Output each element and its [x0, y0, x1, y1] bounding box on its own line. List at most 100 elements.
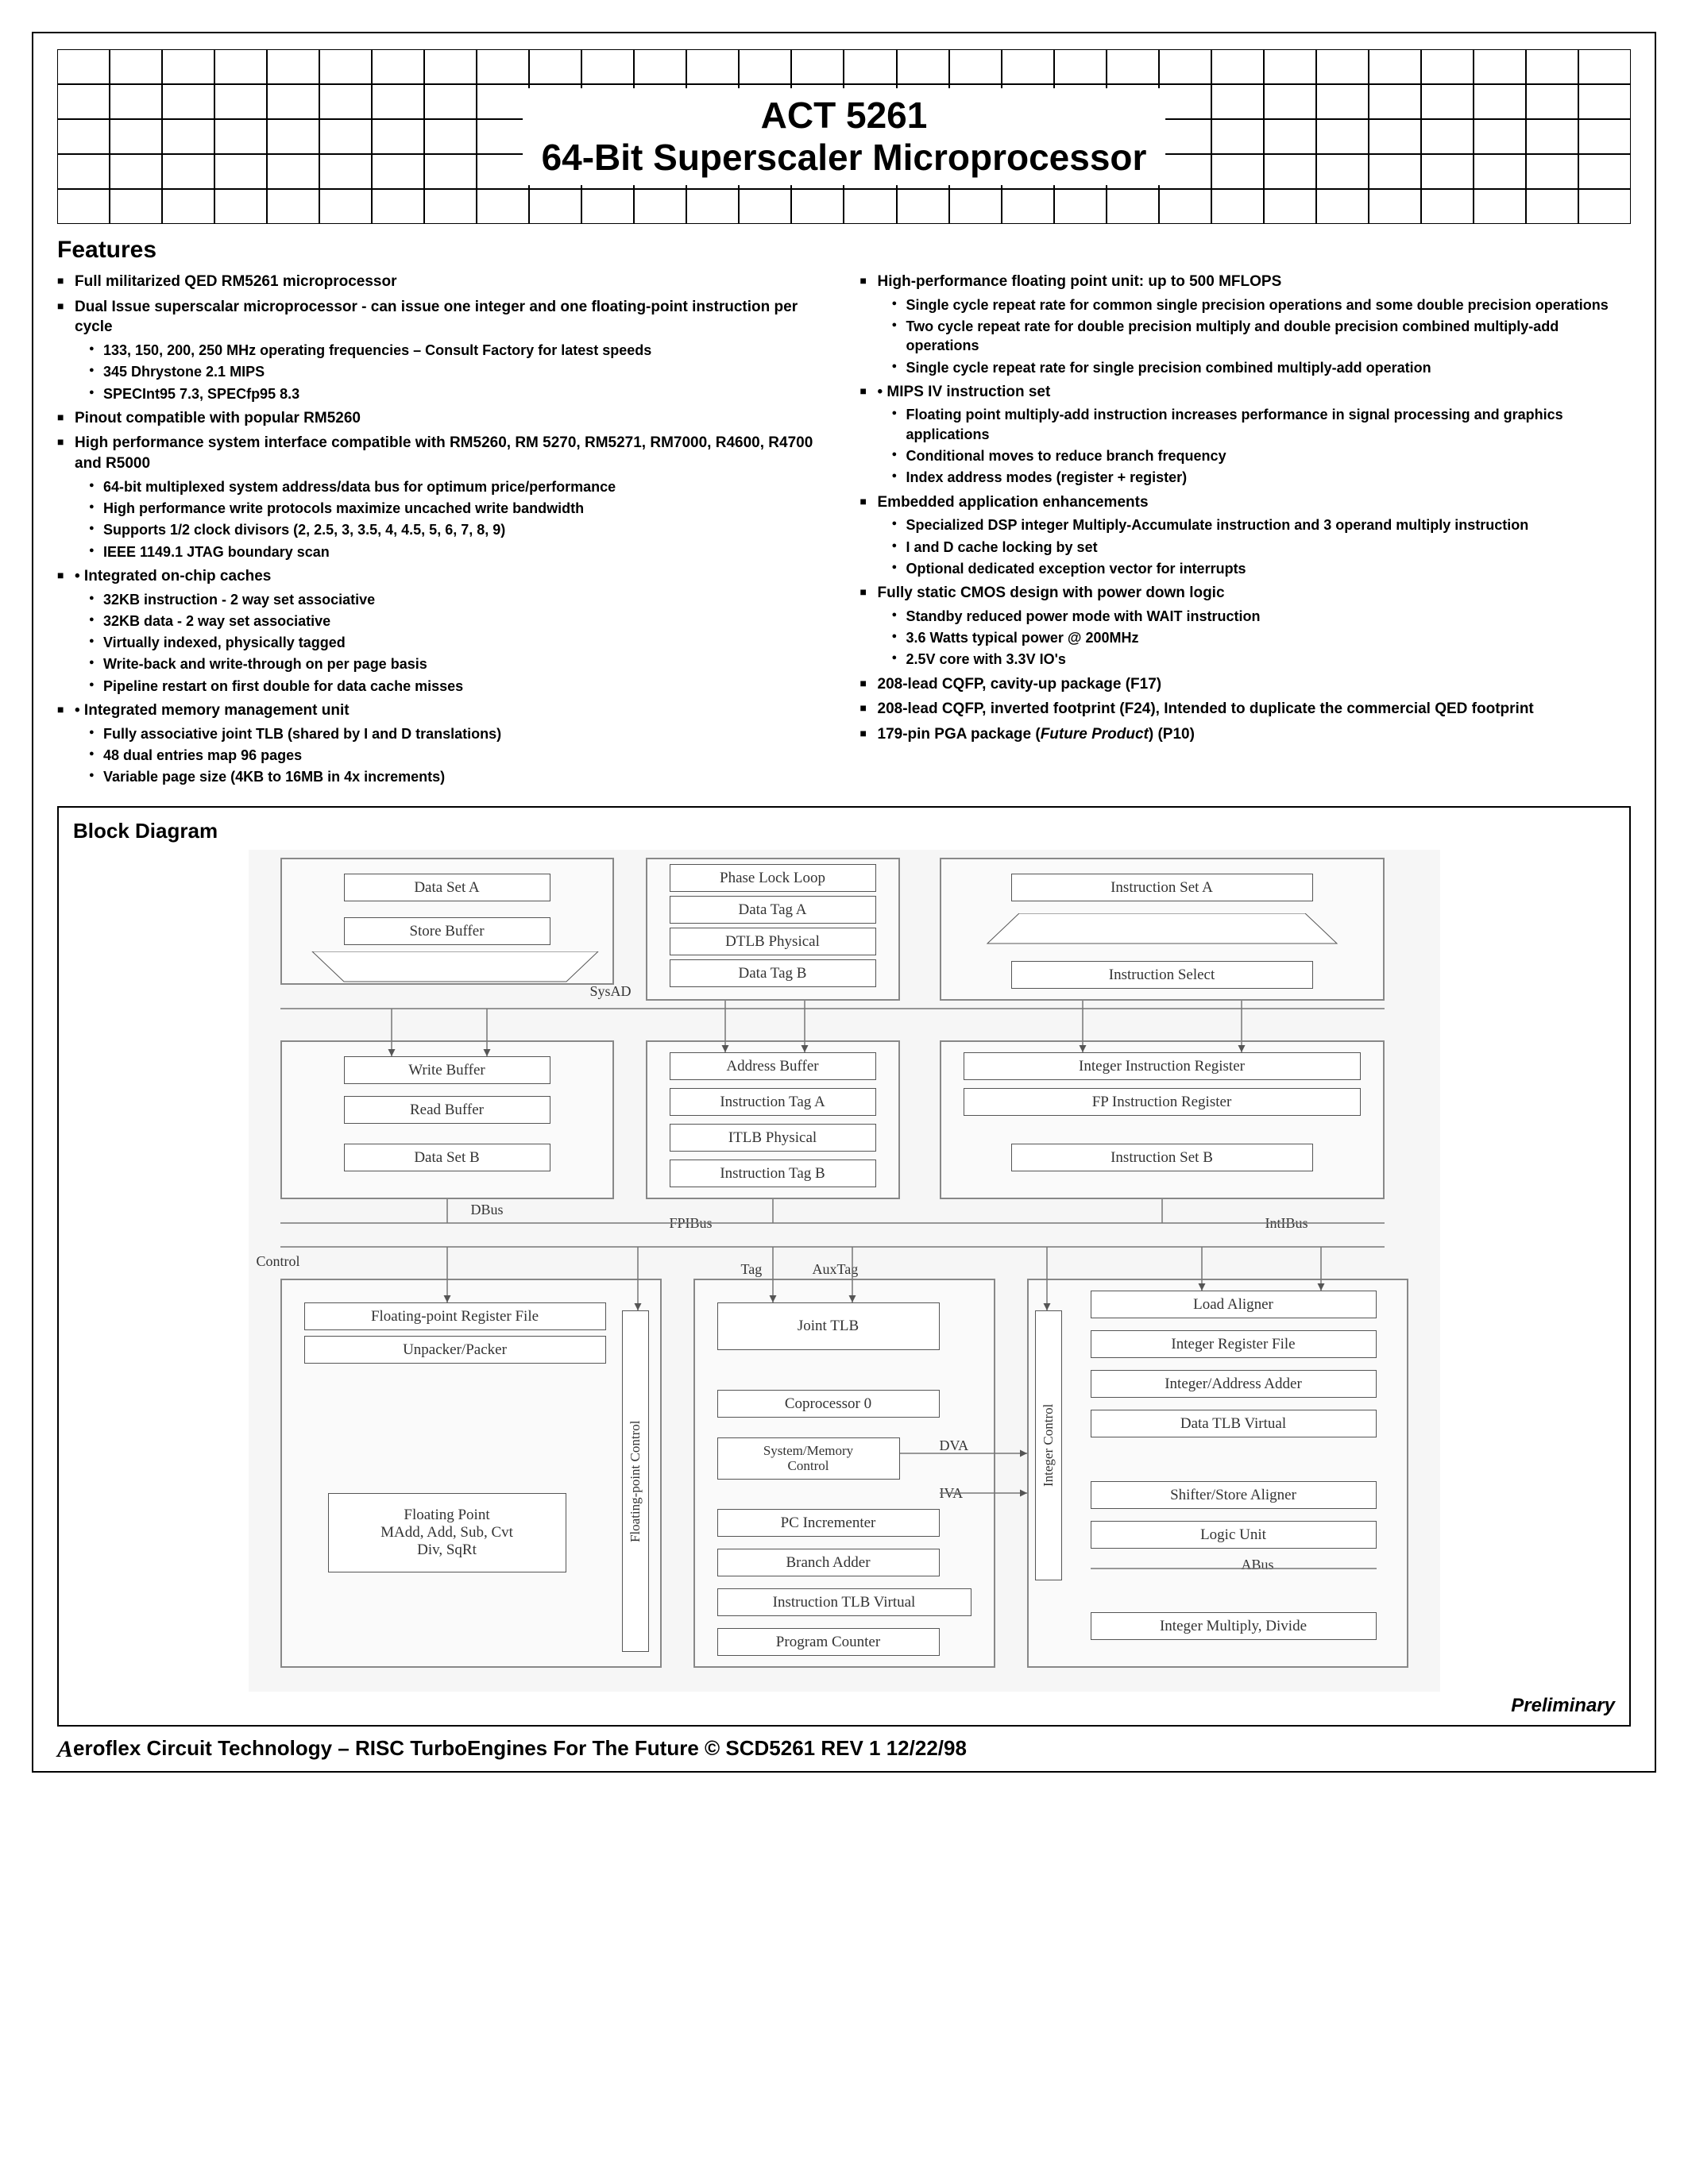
feature-subitem: Conditional moves to reduce branch frequ…	[892, 446, 1632, 465]
features-columns: Full militarized QED RM5261 microprocess…	[57, 272, 1631, 792]
block-diagram-title: Block Diagram	[73, 819, 1615, 843]
feature-subitem: Single cycle repeat rate for single prec…	[892, 358, 1632, 377]
label-abus: ABus	[1242, 1557, 1274, 1573]
feature-subitem: Supports 1/2 clock divisors (2, 2.5, 3, …	[89, 520, 829, 539]
footer-tagline: – RISC TurboEngines For The Future © SCD…	[332, 1736, 967, 1760]
label-dva: DVA	[940, 1437, 969, 1454]
label-dbus: DBus	[471, 1202, 504, 1218]
company-logo-letter: A	[57, 1736, 73, 1763]
feature-item: • Integrated on-chip caches32KB instruct…	[57, 566, 829, 696]
box-instruction-tag-a: Instruction Tag A	[670, 1088, 876, 1117]
box-dtlb-physical: DTLB Physical	[670, 928, 876, 956]
box-floating-point: Floating Point MAdd, Add, Sub, Cvt Div, …	[328, 1493, 566, 1572]
block-diagram-wrap: Data Set A Store Buffer Phase Lock Loop …	[73, 850, 1615, 1692]
box-fp-control: Floating-point Control	[622, 1310, 649, 1652]
box-instruction-set-a: Instruction Set A	[1011, 874, 1313, 902]
mux-left	[296, 951, 614, 983]
box-fp-instr-reg: FP Instruction Register	[964, 1088, 1361, 1117]
box-branch-adder: Branch Adder	[717, 1549, 940, 1577]
box-data-tag-a: Data Tag A	[670, 896, 876, 924]
label-intibus: IntIBus	[1265, 1215, 1308, 1232]
feature-subitem: Single cycle repeat rate for common sing…	[892, 295, 1632, 314]
feature-item: 208-lead CQFP, inverted footprint (F24),…	[860, 699, 1632, 720]
company-name: eroflex Circuit Technology	[73, 1736, 332, 1760]
box-int-instr-reg: Integer Instruction Register	[964, 1052, 1361, 1081]
box-sys-mem-ctrl: System/Memory Control	[717, 1437, 900, 1480]
feature-subitem: Optional dedicated exception vector for …	[892, 559, 1632, 578]
feature-item: • MIPS IV instruction setFloating point …	[860, 382, 1632, 488]
title-banner: ACT 5261 64-Bit Superscaler Microprocess…	[57, 49, 1631, 224]
box-pc-incrementer: PC Incrementer	[717, 1509, 940, 1538]
feature-subitem: Two cycle repeat rate for double precisi…	[892, 317, 1632, 356]
box-write-buffer: Write Buffer	[344, 1056, 550, 1085]
label-control: Control	[257, 1253, 300, 1270]
features-right-column: High-performance floating point unit: up…	[860, 272, 1632, 792]
feature-subitem: 64-bit multiplexed system address/data b…	[89, 477, 829, 496]
box-instruction-select: Instruction Select	[1011, 961, 1313, 990]
feature-subitem: Variable page size (4KB to 16MB in 4x in…	[89, 767, 829, 786]
page-frame: ACT 5261 64-Bit Superscaler Microprocess…	[32, 32, 1656, 1773]
box-store-buffer: Store Buffer	[344, 917, 550, 946]
box-coprocessor0: Coprocessor 0	[717, 1390, 940, 1418]
feature-item: High performance system interface compat…	[57, 433, 829, 561]
box-load-aligner: Load Aligner	[1091, 1291, 1377, 1319]
box-int-addr-adder: Integer/Address Adder	[1091, 1370, 1377, 1399]
box-phase-lock-loop: Phase Lock Loop	[670, 864, 876, 893]
features-left-column: Full militarized QED RM5261 microprocess…	[57, 272, 829, 792]
feature-subitem: High performance write protocols maximiz…	[89, 499, 829, 518]
box-data-set-b: Data Set B	[344, 1144, 550, 1172]
feature-item: • Integrated memory management unitFully…	[57, 700, 829, 787]
box-data-set-a: Data Set A	[344, 874, 550, 902]
features-heading: Features	[57, 237, 1631, 264]
feature-subitem: 345 Dhrystone 2.1 MIPS	[89, 362, 829, 381]
box-program-counter: Program Counter	[717, 1628, 940, 1657]
label-iva: IVA	[940, 1485, 964, 1502]
box-instruction-tag-b: Instruction Tag B	[670, 1160, 876, 1188]
feature-item: Pinout compatible with popular RM5260	[57, 408, 829, 429]
feature-subitem: 133, 150, 200, 250 MHz operating frequen…	[89, 341, 829, 360]
box-int-mult-div: Integer Multiply, Divide	[1091, 1612, 1377, 1641]
preliminary-label: Preliminary	[73, 1695, 1615, 1717]
label-fpibus: FPIBus	[670, 1215, 713, 1232]
feature-subitem: IEEE 1149.1 JTAG boundary scan	[89, 542, 829, 561]
feature-subitem: 48 dual entries map 96 pages	[89, 746, 829, 765]
box-instruction-set-b: Instruction Set B	[1011, 1144, 1313, 1172]
label-sysad: SysAD	[590, 983, 632, 1000]
feature-subitem: Standby reduced power mode with WAIT ins…	[892, 607, 1632, 626]
feature-subitem: 32KB data - 2 way set associative	[89, 612, 829, 631]
feature-subitem: Floating point multiply-add instruction …	[892, 405, 1632, 444]
feature-item: 179-pin PGA package (Future Product) (P1…	[860, 724, 1632, 745]
title-line-2: 64-Bit Superscaler Microprocessor	[542, 137, 1147, 179]
box-joint-tlb: Joint TLB	[717, 1302, 940, 1350]
box-read-buffer: Read Buffer	[344, 1096, 550, 1125]
title-text-box: ACT 5261 64-Bit Superscaler Microprocess…	[523, 88, 1166, 185]
box-data-tlb-virtual: Data TLB Virtual	[1091, 1410, 1377, 1438]
feature-subitem: Specialized DSP integer Multiply-Accumul…	[892, 515, 1632, 534]
block-diagram-frame: Block Diagram Data Set A Store Buffer Ph…	[57, 806, 1631, 1727]
box-logic-unit: Logic Unit	[1091, 1521, 1377, 1549]
block-diagram: Data Set A Store Buffer Phase Lock Loop …	[249, 850, 1440, 1692]
box-itlb-physical: ITLB Physical	[670, 1124, 876, 1152]
box-address-buffer: Address Buffer	[670, 1052, 876, 1081]
feature-item: Fully static CMOS design with power down…	[860, 583, 1632, 669]
feature-subitem: SPECInt95 7.3, SPECfp95 8.3	[89, 384, 829, 403]
feature-item: Dual Issue superscalar microprocessor - …	[57, 297, 829, 403]
feature-subitem: Fully associative joint TLB (shared by I…	[89, 724, 829, 743]
feature-subitem: Write-back and write-through on per page…	[89, 654, 829, 673]
feature-subitem: Pipeline restart on first double for dat…	[89, 677, 829, 696]
box-unpacker: Unpacker/Packer	[304, 1336, 606, 1364]
feature-item: Embedded application enhancementsSpecial…	[860, 492, 1632, 579]
feature-item: High-performance floating point unit: up…	[860, 272, 1632, 377]
box-shifter-store: Shifter/Store Aligner	[1091, 1481, 1377, 1510]
feature-subitem: 3.6 Watts typical power @ 200MHz	[892, 628, 1632, 647]
box-fp-reg-file: Floating-point Register File	[304, 1302, 606, 1331]
page-footer: Aeroflex Circuit Technology – RISC Turbo…	[57, 1736, 1631, 1763]
label-auxtag: AuxTag	[813, 1261, 859, 1278]
title-line-1: ACT 5261	[542, 95, 1147, 137]
label-tag: Tag	[741, 1261, 763, 1278]
box-data-tag-b: Data Tag B	[670, 959, 876, 988]
mux-instruction	[971, 913, 1353, 945]
box-instr-tlb-virtual: Instruction TLB Virtual	[717, 1588, 971, 1617]
box-int-control: Integer Control	[1035, 1310, 1062, 1580]
box-int-reg-file: Integer Register File	[1091, 1330, 1377, 1359]
